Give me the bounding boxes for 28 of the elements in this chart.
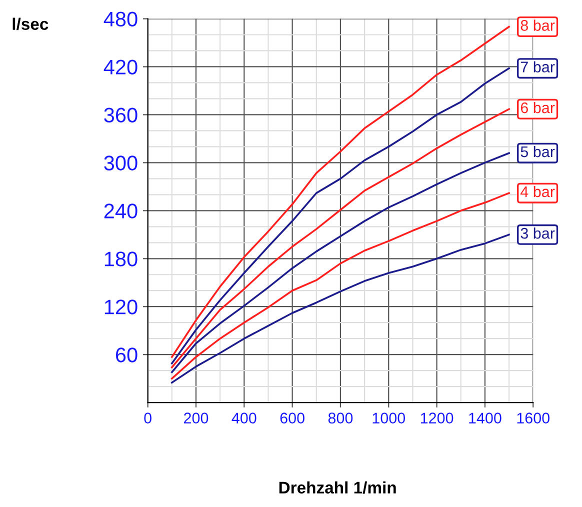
y-tick-label: 420 [104, 60, 138, 74]
series-label: 6 bar [520, 102, 555, 114]
series-label: 7 bar [520, 61, 555, 72]
line-series [171, 192, 510, 380]
y-tick-label: 120 [104, 300, 138, 314]
x-axis-title: Drehzahl 1/min [279, 481, 396, 494]
y-tick-label: 240 [104, 204, 138, 218]
series-label: 3 bar [520, 228, 555, 239]
x-tick-label: 1600 [517, 412, 550, 424]
y-tick-label: 360 [104, 108, 138, 122]
x-tick-label: 1200 [420, 412, 454, 424]
x-tick-label: 1400 [469, 412, 502, 424]
y-tick-label: 480 [104, 12, 138, 27]
y-axis-title: l/sec [12, 18, 48, 30]
x-tick-label: 800 [328, 412, 353, 424]
series-label: 4 bar [520, 186, 555, 198]
series-label: 8 bar [520, 20, 555, 31]
x-tick-label: 0 [144, 412, 152, 424]
x-tick-label: 1000 [372, 412, 406, 424]
x-tick-label: 400 [232, 412, 256, 424]
x-tick-label: 600 [280, 412, 304, 424]
x-tick-label: 200 [184, 412, 208, 424]
y-tick-label: 180 [104, 252, 138, 266]
y-tick-label: 300 [104, 156, 138, 170]
line-series [171, 152, 510, 374]
series-label: 5 bar [520, 146, 555, 158]
line-series [171, 234, 510, 384]
y-tick-label: 60 [116, 348, 138, 362]
